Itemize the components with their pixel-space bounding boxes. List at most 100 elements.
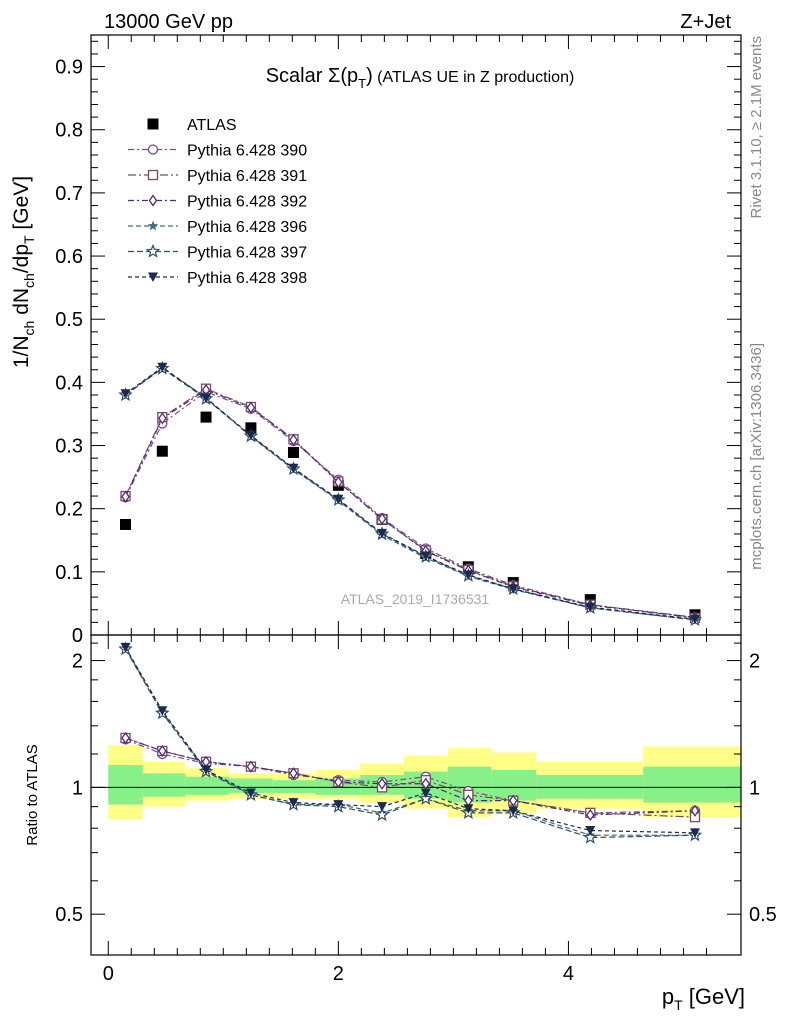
ratio-data-point xyxy=(583,829,598,844)
main-series-line xyxy=(124,391,696,618)
ratio-y-tick-label-right: 2 xyxy=(749,651,760,673)
ratio-series-line xyxy=(125,737,696,816)
ratio-data-point xyxy=(121,731,130,745)
legend-label: Pythia 6.428 391 xyxy=(187,168,307,185)
y-tick-label: 0.2 xyxy=(55,499,83,521)
main-data-point xyxy=(120,518,132,530)
main-data-point xyxy=(463,570,474,580)
ratio-data-point xyxy=(289,767,298,780)
x-axis-label: pT [GeV] xyxy=(662,984,745,1013)
xlabel-unit: [GeV] xyxy=(683,984,745,1009)
ratio-data-point xyxy=(288,798,299,808)
main-data-point xyxy=(377,512,387,525)
title-close: ) xyxy=(366,65,373,87)
main-series-line xyxy=(124,389,696,618)
main-data-point xyxy=(120,389,131,399)
ratio-data-point xyxy=(333,800,344,810)
ratio-series-line xyxy=(124,647,695,836)
analysis-watermark: ATLAS_2019_I1736531 xyxy=(341,591,490,607)
ratio-data-point xyxy=(377,777,387,790)
ratio-y-tick-label-right: 1 xyxy=(749,777,760,799)
legend-label: Pythia 6.428 396 xyxy=(187,219,307,236)
band-green xyxy=(142,773,186,797)
title-main: Scalar xyxy=(266,65,328,87)
y-tick-label: 0.8 xyxy=(55,120,83,142)
xlabel-sub: T xyxy=(674,997,683,1013)
rivet-label: Rivet 3.1.10, ≥ 2.1M events xyxy=(748,36,765,219)
band-green xyxy=(643,766,741,803)
main-data-point xyxy=(289,433,298,446)
ratio-data-point xyxy=(585,825,596,836)
y-tick-label: 0.5 xyxy=(55,309,83,331)
legend-label: Pythia 6.428 392 xyxy=(187,194,307,211)
main-data-point xyxy=(288,463,299,474)
main-data-point xyxy=(287,446,299,458)
main-data-point xyxy=(508,584,519,594)
main-data-point xyxy=(121,490,130,503)
legend-marker xyxy=(147,144,159,155)
legend-marker xyxy=(147,220,159,231)
main-data-point xyxy=(334,476,343,489)
x-tick-label: 2 xyxy=(333,963,344,985)
main-series-line xyxy=(125,366,696,620)
ratio-series-line xyxy=(124,648,695,839)
main-data-point xyxy=(377,528,388,539)
main-data-point xyxy=(333,494,344,505)
y-tick-label: 0.1 xyxy=(55,562,83,584)
y-tick-label: 0.9 xyxy=(55,57,83,79)
ratio-data-point xyxy=(157,706,168,716)
xlabel-main: p xyxy=(662,984,674,1009)
ratio-data-point xyxy=(463,804,474,814)
ratio-data-point xyxy=(418,791,434,805)
band-green xyxy=(108,765,143,805)
ratio-data-point xyxy=(585,808,595,822)
legend-marker xyxy=(148,194,158,207)
top-ylabel: 1/Nch dNch/dpT [GeV] xyxy=(10,176,37,368)
main-data-point xyxy=(158,412,167,425)
main-data-point xyxy=(245,430,256,441)
band-green xyxy=(536,774,644,799)
x-tick-label: 4 xyxy=(563,963,574,985)
ratio-series-line xyxy=(124,647,695,834)
main-data-point xyxy=(420,551,431,562)
legend-marker xyxy=(148,272,158,282)
y-tick-label: 0.3 xyxy=(55,436,83,458)
ratio-data-point xyxy=(120,642,131,653)
ratio-y-tick-label-left: 1 xyxy=(72,777,83,799)
ratio-data-point xyxy=(420,788,431,798)
legend-label: Pythia 6.428 390 xyxy=(187,143,307,160)
main-series-line xyxy=(124,388,696,619)
ratio-data-point xyxy=(690,804,700,817)
legend-marker xyxy=(147,118,159,130)
main-data-point xyxy=(246,401,256,414)
band-green xyxy=(185,776,230,795)
title-sub: T xyxy=(358,76,366,91)
y-tick-label: 0.4 xyxy=(55,372,83,394)
main-series-line xyxy=(125,367,696,621)
main-data-point xyxy=(689,614,700,625)
ratio-y-tick-label-right: 0.5 xyxy=(749,904,777,926)
legend-label: Pythia 6.428 397 xyxy=(187,245,307,262)
legend-marker xyxy=(145,243,161,258)
title-rest: (ATLAS UE in Z production) xyxy=(373,69,575,86)
legend-marker xyxy=(147,169,159,181)
ratio-y-tick-label-left: 0.5 xyxy=(55,904,83,926)
ratio-data-point xyxy=(246,760,256,773)
band-green xyxy=(272,780,316,793)
ratio-data-point xyxy=(334,775,343,789)
title-sigma: Σ(p xyxy=(328,65,358,87)
x-tick-label: 0 xyxy=(103,963,114,985)
ratio-data-point xyxy=(374,807,390,822)
ratio-frame xyxy=(90,634,742,956)
main-data-point xyxy=(245,422,257,434)
main-data-point xyxy=(156,445,168,457)
y-tick-label: 0.6 xyxy=(55,246,83,268)
main-series-line xyxy=(125,367,696,621)
main-data-point xyxy=(585,602,596,613)
ratio-data-point xyxy=(158,744,167,758)
main-data-point xyxy=(157,362,168,373)
y-tick-label: 0.7 xyxy=(55,183,83,205)
ratio-data-point xyxy=(377,802,388,812)
main-data-point xyxy=(201,393,212,404)
